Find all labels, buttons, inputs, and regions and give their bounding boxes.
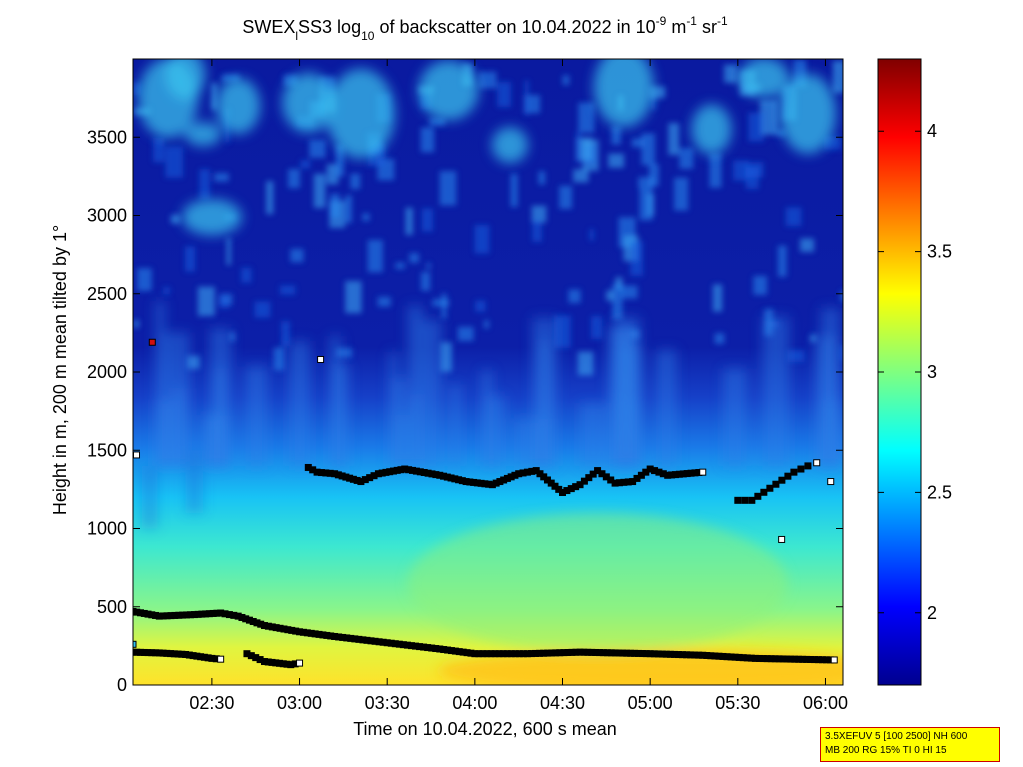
- mid-layer-marker: [580, 477, 588, 485]
- x-tick-label: 05:00: [628, 693, 673, 713]
- mid-layer-marker: [699, 468, 707, 476]
- mid-layer-marker: [576, 481, 584, 489]
- mid-layer-marker: [748, 496, 756, 504]
- isolated-marker: [317, 355, 325, 363]
- mid-layer-marker: [813, 459, 821, 467]
- boundary-layer-marker: [830, 656, 838, 664]
- cloud-layer-markers: [133, 338, 838, 669]
- y-tick-label: 2500: [87, 284, 127, 304]
- mid-layer-marker: [804, 462, 812, 470]
- y-tick-label: 0: [117, 675, 127, 695]
- y-tick-label: 500: [97, 597, 127, 617]
- chart-title: SWEXlSS3 log10 of backscatter on 10.04.2…: [242, 14, 728, 43]
- x-tick-label: 05:30: [715, 693, 760, 713]
- y-tick-label: 3000: [87, 206, 127, 226]
- isolated-marker: [133, 640, 137, 648]
- mid-layer-marker: [766, 484, 774, 492]
- colorbar: [877, 58, 922, 686]
- x-tick-label: 04:00: [452, 693, 497, 713]
- isolated-marker: [148, 338, 156, 346]
- y-tick-label: 3500: [87, 127, 127, 147]
- mid-layer-marker: [754, 492, 762, 500]
- colorbar-ticks: 2 2.5 3 3.5 4: [878, 121, 952, 623]
- mid-layer-marker: [741, 496, 749, 504]
- x-tick-label: 03:00: [277, 693, 322, 713]
- isolated-marker: [778, 535, 786, 543]
- mid-layer-marker: [778, 476, 786, 484]
- y-tick-label: 2000: [87, 362, 127, 382]
- y-axis-label: Height in m, 200 m mean tilted by 1°: [50, 225, 70, 515]
- colorbar-tick-label: 4: [927, 121, 937, 141]
- mid-layer-marker: [790, 468, 798, 476]
- mid-layer-marker: [772, 480, 780, 488]
- colorbar-tick-label: 3.5: [927, 242, 952, 262]
- mid-layer-marker: [589, 470, 597, 478]
- x-axis-label: Time on 10.04.2022, 600 s mean: [353, 719, 617, 739]
- mid-layer-marker: [797, 465, 805, 473]
- mid-layer-marker: [760, 488, 768, 496]
- mid-layer-marker: [734, 496, 742, 504]
- y-tick-label: 1500: [87, 440, 127, 460]
- x-tick-label: 06:00: [803, 693, 848, 713]
- mid-layer-marker: [784, 472, 792, 480]
- heatmap-area: [133, 59, 843, 685]
- x-tick-label: 02:30: [189, 693, 234, 713]
- mid-layer-marker: [585, 474, 593, 482]
- processing-info-box: 3.5XEFUV 5 [100 2500] NH 600 MB 200 RG 1…: [820, 727, 1000, 762]
- colorbar-tick-label: 2.5: [927, 482, 952, 502]
- lower-layer-marker: [217, 655, 225, 663]
- colorbar-tick-label: 3: [927, 362, 937, 382]
- info-line-2: MB 200 RG 15% TI 0 HI 15: [825, 745, 947, 756]
- isolated-marker: [827, 478, 835, 486]
- info-line-1: 3.5XEFUV 5 [100 2500] NH 600: [825, 731, 968, 742]
- lower-layer-marker: [296, 659, 304, 667]
- isolated-marker: [133, 451, 141, 459]
- y-tick-label: 1000: [87, 519, 127, 539]
- y-axis-ticks: 0 500 1000 1500 2000 2500 3000 3500: [87, 127, 843, 695]
- x-tick-label: 04:30: [540, 693, 585, 713]
- colorbar-tick-label: 2: [927, 603, 937, 623]
- x-tick-label: 03:30: [365, 693, 410, 713]
- x-axis-ticks: 02:30 03:00 03:30 04:00 04:30 05:00 05:30 06:00: [189, 59, 848, 713]
